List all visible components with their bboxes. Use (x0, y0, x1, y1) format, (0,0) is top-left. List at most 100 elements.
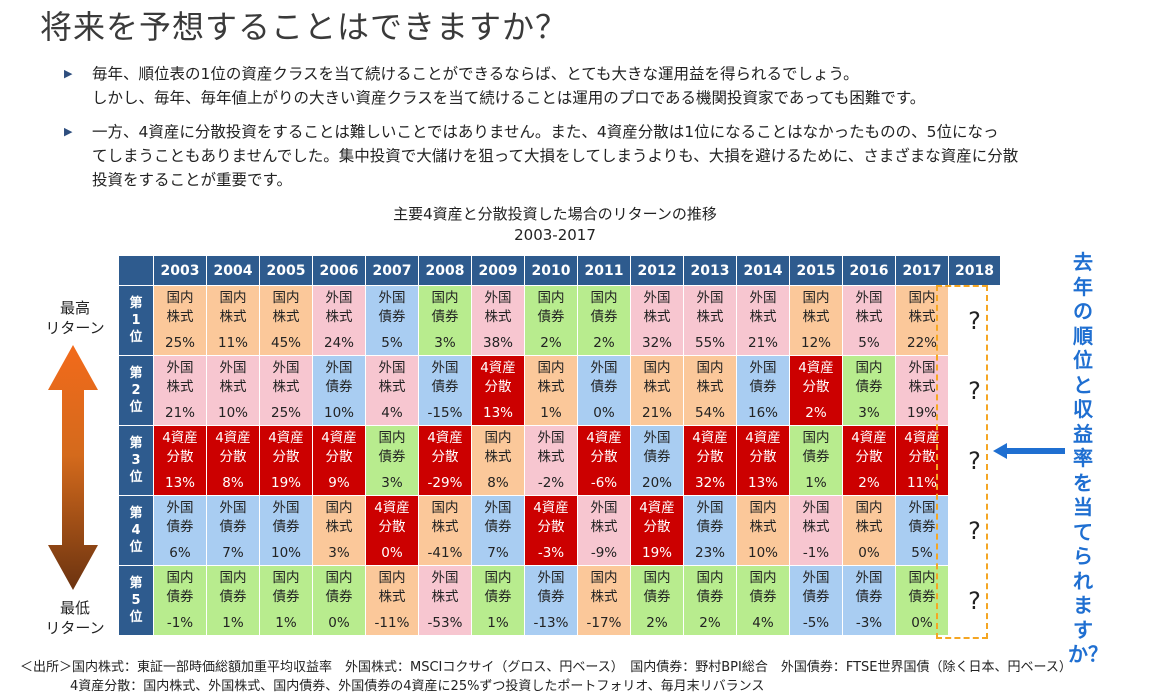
ranking-table: 2003 2004 2005 2006 2007 2008 2009 2010 2011 2012… (118, 255, 1001, 636)
unknown-cell: ? (948, 565, 1001, 636)
table-cell: 国内 債券 2% (577, 285, 631, 356)
return-value: 10% (747, 544, 778, 561)
table-cell: 外国 株式 -2% (524, 425, 578, 496)
asset-name: 4資産 分散 (745, 429, 781, 465)
return-value: 10% (323, 404, 354, 421)
return-value: 0% (328, 614, 350, 631)
asset-name: 国内 株式 (590, 569, 618, 605)
asset-name: 国内 株式 (802, 289, 830, 325)
return-value: -13% (533, 614, 569, 631)
asset-name: 外国 債券 (431, 359, 459, 395)
return-value: 4% (752, 614, 774, 631)
return-value: -1% (166, 614, 194, 631)
asset-name: 外国 債券 (908, 499, 936, 535)
table-cell: 国内 株式 45% (259, 285, 313, 356)
return-value: 32% (694, 474, 725, 491)
return-value: 1% (540, 404, 562, 421)
return-value: 2% (646, 614, 668, 631)
source-note: ＜出所＞国内株式：東証一部時価総額加重平均収益率 外国株式：MSCIコクサイ（グ… (20, 658, 1072, 696)
asset-name: 外国 株式 (166, 359, 194, 395)
return-value: 38% (482, 334, 513, 351)
rank-label: 第 3 位 (118, 425, 154, 496)
asset-name: 国内 債券 (166, 569, 194, 605)
return-value: -29% (427, 474, 463, 491)
return-value: -9% (590, 544, 618, 561)
table-cell: 外国 債券 0% (577, 355, 631, 426)
asset-name: 外国 債券 (749, 359, 777, 395)
table-cell: 外国 債券 6% (153, 495, 207, 566)
return-value: 0% (381, 544, 403, 561)
year-header-2004: 2004 (206, 255, 260, 286)
unknown-cell: ? (948, 285, 1001, 356)
asset-name: 4資産 分散 (268, 429, 304, 465)
asset-name: 外国 株式 (537, 429, 565, 465)
return-value: 11% (906, 474, 937, 491)
table-cell: 国内 債券 1% (471, 565, 525, 636)
asset-name: 4資産 分散 (480, 359, 516, 395)
table-cell: 国内 株式 25% (153, 285, 207, 356)
asset-name: 国内 株式 (537, 359, 565, 395)
asset-name: 国内 債券 (908, 569, 936, 605)
table-cell: 国内 株式 22% (895, 285, 949, 356)
return-value: 25% (270, 404, 301, 421)
year-header-2018: 2018 (948, 255, 1001, 286)
table-cell: 外国 株式 21% (736, 285, 790, 356)
rank-label: 第 2 位 (118, 355, 154, 426)
table-cell: 外国 株式 21% (153, 355, 207, 426)
unknown-cell: ? (948, 495, 1001, 566)
asset-name: 4資産 分散 (321, 429, 357, 465)
return-value: -41% (427, 544, 463, 561)
asset-name: 外国 株式 (908, 359, 936, 395)
return-value: 0% (911, 614, 933, 631)
table-cell: 4資産 分散 19% (630, 495, 684, 566)
bullet-line: しかし、毎年、毎年値上がりの大きい資産クラスを当て続けることは運用のプロである機… (92, 89, 926, 107)
year-header-2013: 2013 (683, 255, 737, 286)
return-value: -3% (855, 614, 883, 631)
bullet-line: 投資をすることが重要です。 (92, 171, 292, 189)
return-value: 5% (381, 334, 403, 351)
year-header-2012: 2012 (630, 255, 684, 286)
return-value: 0% (593, 404, 615, 421)
return-value: 3% (434, 334, 456, 351)
triangle-bullet-icon: ▶ (64, 67, 73, 80)
return-value: 10% (270, 544, 301, 561)
asset-name: 国内 株式 (166, 289, 194, 325)
table-cell: 国内 債券 3% (418, 285, 472, 356)
table-cell: 4資産 分散 -29% (418, 425, 472, 496)
return-value: 13% (482, 404, 513, 421)
year-header-2008: 2008 (418, 255, 472, 286)
source-line: ＜出所＞国内株式：東証一部時価総額加重平均収益率 外国株式：MSCIコクサイ（グ… (20, 660, 1072, 675)
table-cell: 外国 株式 38% (471, 285, 525, 356)
year-header-2005: 2005 (259, 255, 313, 286)
return-value: 3% (328, 544, 350, 561)
asset-name: 国内 株式 (908, 289, 936, 325)
asset-name: 国内 株式 (378, 569, 406, 605)
table-cell: 国内 債券 4% (736, 565, 790, 636)
table-cell: 外国 株式 10% (206, 355, 260, 426)
bullet-item: ▶ 毎年、順位表の1位の資産クラスを当て続けることができるならば、とても大きな運… (62, 62, 1142, 110)
asset-name: 国内 株式 (272, 289, 300, 325)
asset-name: 国内 債券 (537, 289, 565, 325)
asset-name: 外国 債券 (643, 429, 671, 465)
bullet-line: 一方、4資産に分散投資をすることは難しいことではありません。また、4資産分散は1… (92, 123, 999, 141)
bullet-line: てしまうこともありませんでした。集中投資で大儲けを狙って大損をしてしまうよりも、… (92, 147, 1019, 165)
asset-name: 4資産 分散 (586, 429, 622, 465)
asset-name: 外国 株式 (325, 289, 353, 325)
asset-name: 国内 株式 (855, 499, 883, 535)
table-cell: 4資産 分散 32% (683, 425, 737, 496)
asset-name: 外国 債券 (855, 569, 883, 605)
table-cell: 外国 株式 19% (895, 355, 949, 426)
table-cell: 4資産 分散 2% (842, 425, 896, 496)
asset-name: 4資産 分散 (427, 429, 463, 465)
table-cell: 4資産 分散 19% (259, 425, 313, 496)
asset-name: 4資産 分散 (215, 429, 251, 465)
table-cell: 外国 債券 23% (683, 495, 737, 566)
asset-name: 外国 株式 (802, 499, 830, 535)
asset-name: 国内 株式 (696, 359, 724, 395)
table-cell: 外国 株式 24% (312, 285, 366, 356)
return-value: 54% (694, 404, 725, 421)
return-value: -3% (537, 544, 565, 561)
table-cell: 4資産 分散 2% (789, 355, 843, 426)
table-cell: 外国 債券 5% (365, 285, 419, 356)
rank-row: 第 3 位 4資産 分散 13% 4資産 分散 8% 4資産 分散 19% 4資産 分散 9% 国… (118, 425, 1001, 496)
